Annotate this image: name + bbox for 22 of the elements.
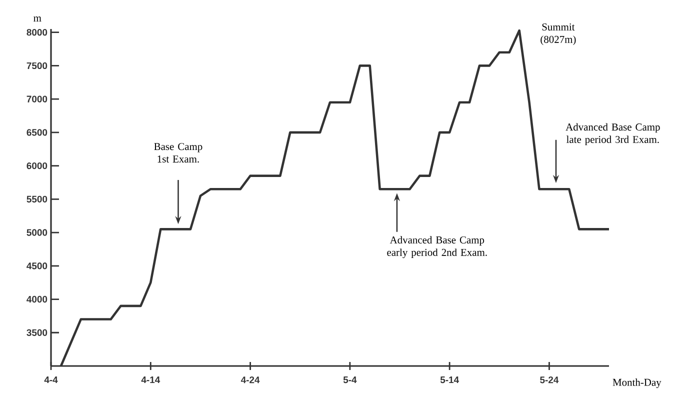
y-tick-label: 6500 <box>26 129 48 136</box>
x-tick-label: 5-24 <box>540 376 559 384</box>
y-tick-label: 4500 <box>26 262 48 270</box>
x-tick-label: 4-24 <box>240 376 260 384</box>
annotation: Advanced Base Camp late period 3rd Exam. <box>566 123 660 146</box>
y-tick-label: 4000 <box>26 296 48 303</box>
annotation: Summit (8027m) <box>540 23 576 46</box>
y-tick-label: 7500 <box>26 62 48 70</box>
x-tick-label: 5-14 <box>440 376 459 384</box>
x-tick-label: 5-4 <box>343 376 357 384</box>
y-tick-label: 6000 <box>26 162 48 170</box>
x-tick-label: 4-14 <box>141 376 160 384</box>
y-tick-label: 3500 <box>26 329 48 336</box>
y-tick-label: 5500 <box>26 196 48 203</box>
y-tick-label: 8000 <box>26 28 48 36</box>
annotation: Advanced Base Camp early period 2nd Exam. <box>387 236 487 258</box>
x-tick-label: 4-4 <box>44 376 58 384</box>
y-tick-label: 5000 <box>26 229 48 236</box>
x-axis-title: Month-Day <box>612 378 662 388</box>
y-axis-title: m <box>34 16 42 22</box>
y-tick-label: 7000 <box>26 96 48 102</box>
annotation: Base Camp 1st Exam. <box>154 143 202 163</box>
